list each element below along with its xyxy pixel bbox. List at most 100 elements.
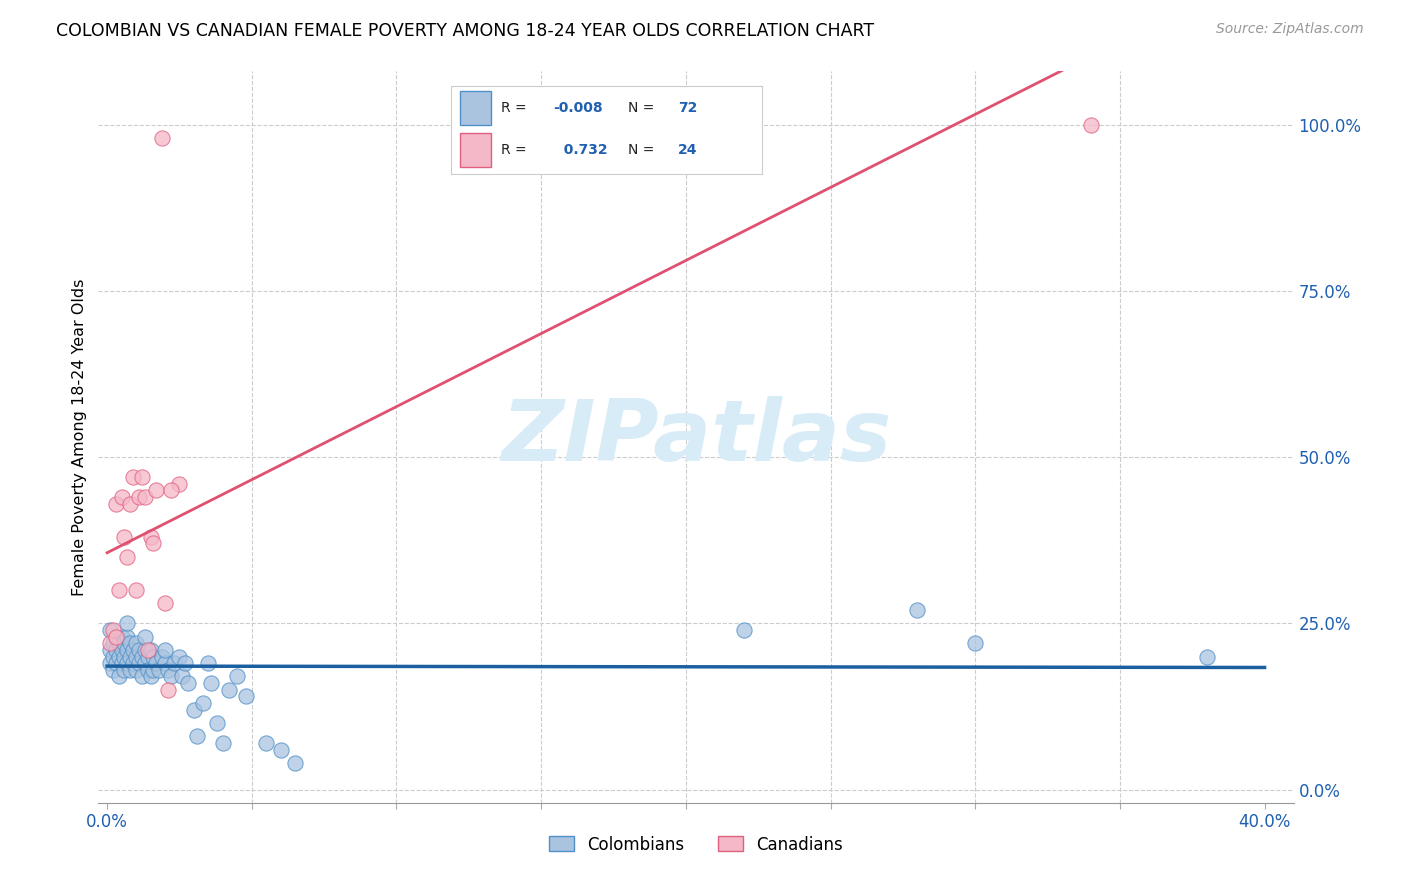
Point (120, 663, 142, 677)
Point (205, 716, 228, 731)
Point (101, 636, 124, 650)
Point (117, 549, 139, 564)
Point (117, 616, 139, 631)
Point (153, 656, 176, 670)
Point (114, 530, 136, 544)
Point (114, 649, 136, 664)
Point (153, 596, 176, 610)
Point (254, 736, 277, 750)
Point (134, 490, 156, 504)
Point (104, 656, 127, 670)
Point (120, 649, 142, 664)
Point (104, 630, 127, 644)
Point (218, 682, 240, 697)
Point (169, 649, 191, 664)
Point (110, 630, 132, 644)
Point (131, 669, 153, 683)
Point (125, 582, 148, 597)
Point (150, 649, 173, 664)
Point (226, 669, 249, 683)
Point (191, 696, 214, 710)
Point (139, 669, 162, 683)
Point (905, 603, 928, 617)
Point (107, 636, 129, 650)
Point (150, 131, 173, 145)
Point (169, 476, 191, 491)
Point (965, 636, 987, 650)
Point (159, 669, 181, 683)
Point (125, 636, 148, 650)
Point (107, 649, 129, 664)
Point (101, 623, 124, 637)
Point (145, 483, 167, 498)
Point (110, 490, 132, 504)
Point (107, 669, 129, 683)
Point (136, 663, 159, 677)
Point (131, 649, 153, 664)
Y-axis label: Female Poverty Among 18-24 Year Olds: Female Poverty Among 18-24 Year Olds (72, 278, 87, 596)
Point (128, 490, 150, 504)
Point (159, 483, 181, 498)
Point (125, 649, 148, 664)
Text: Source: ZipAtlas.com: Source: ZipAtlas.com (1216, 22, 1364, 37)
Point (101, 649, 124, 664)
Point (139, 643, 162, 657)
Point (172, 669, 194, 683)
Point (104, 643, 127, 657)
Point (183, 703, 205, 717)
Point (136, 649, 159, 664)
Point (142, 663, 165, 677)
Point (145, 656, 167, 670)
Point (174, 656, 197, 670)
Point (139, 530, 162, 544)
Point (134, 630, 156, 644)
Point (156, 663, 179, 677)
Point (142, 649, 165, 664)
Point (270, 742, 292, 756)
Point (235, 690, 257, 704)
Point (98, 643, 121, 657)
Point (284, 756, 307, 770)
Point (156, 682, 179, 697)
Point (197, 656, 219, 670)
Point (120, 497, 142, 511)
Point (117, 630, 139, 644)
Point (131, 470, 153, 484)
Point (110, 656, 132, 670)
Point (125, 663, 148, 677)
Point (136, 643, 159, 657)
Point (134, 656, 156, 670)
Point (110, 643, 132, 657)
Text: COLOMBIAN VS CANADIAN FEMALE POVERTY AMONG 18-24 YEAR OLDS CORRELATION CHART: COLOMBIAN VS CANADIAN FEMALE POVERTY AMO… (56, 22, 875, 40)
Point (148, 663, 170, 677)
Point (104, 497, 127, 511)
Point (117, 643, 139, 657)
Point (122, 643, 145, 657)
Point (101, 663, 124, 677)
Point (98, 636, 121, 650)
Point (104, 630, 127, 644)
Point (211, 736, 233, 750)
Point (114, 663, 136, 677)
Point (114, 636, 136, 650)
Point (120, 636, 142, 650)
Point (134, 643, 156, 657)
Point (98, 623, 121, 637)
Point (163, 656, 186, 670)
Point (200, 676, 222, 690)
Legend: Colombians, Canadians: Colombians, Canadians (543, 829, 849, 860)
Text: ZIPatlas: ZIPatlas (501, 395, 891, 479)
Point (186, 729, 208, 743)
Point (98, 656, 121, 670)
Point (107, 582, 129, 597)
Point (1195, 649, 1218, 664)
Point (122, 470, 145, 484)
Point (733, 623, 755, 637)
Point (1080, 118, 1102, 132)
Point (122, 656, 145, 670)
Point (128, 656, 150, 670)
Point (142, 536, 165, 550)
Point (153, 643, 176, 657)
Point (117, 656, 139, 670)
Point (177, 676, 200, 690)
